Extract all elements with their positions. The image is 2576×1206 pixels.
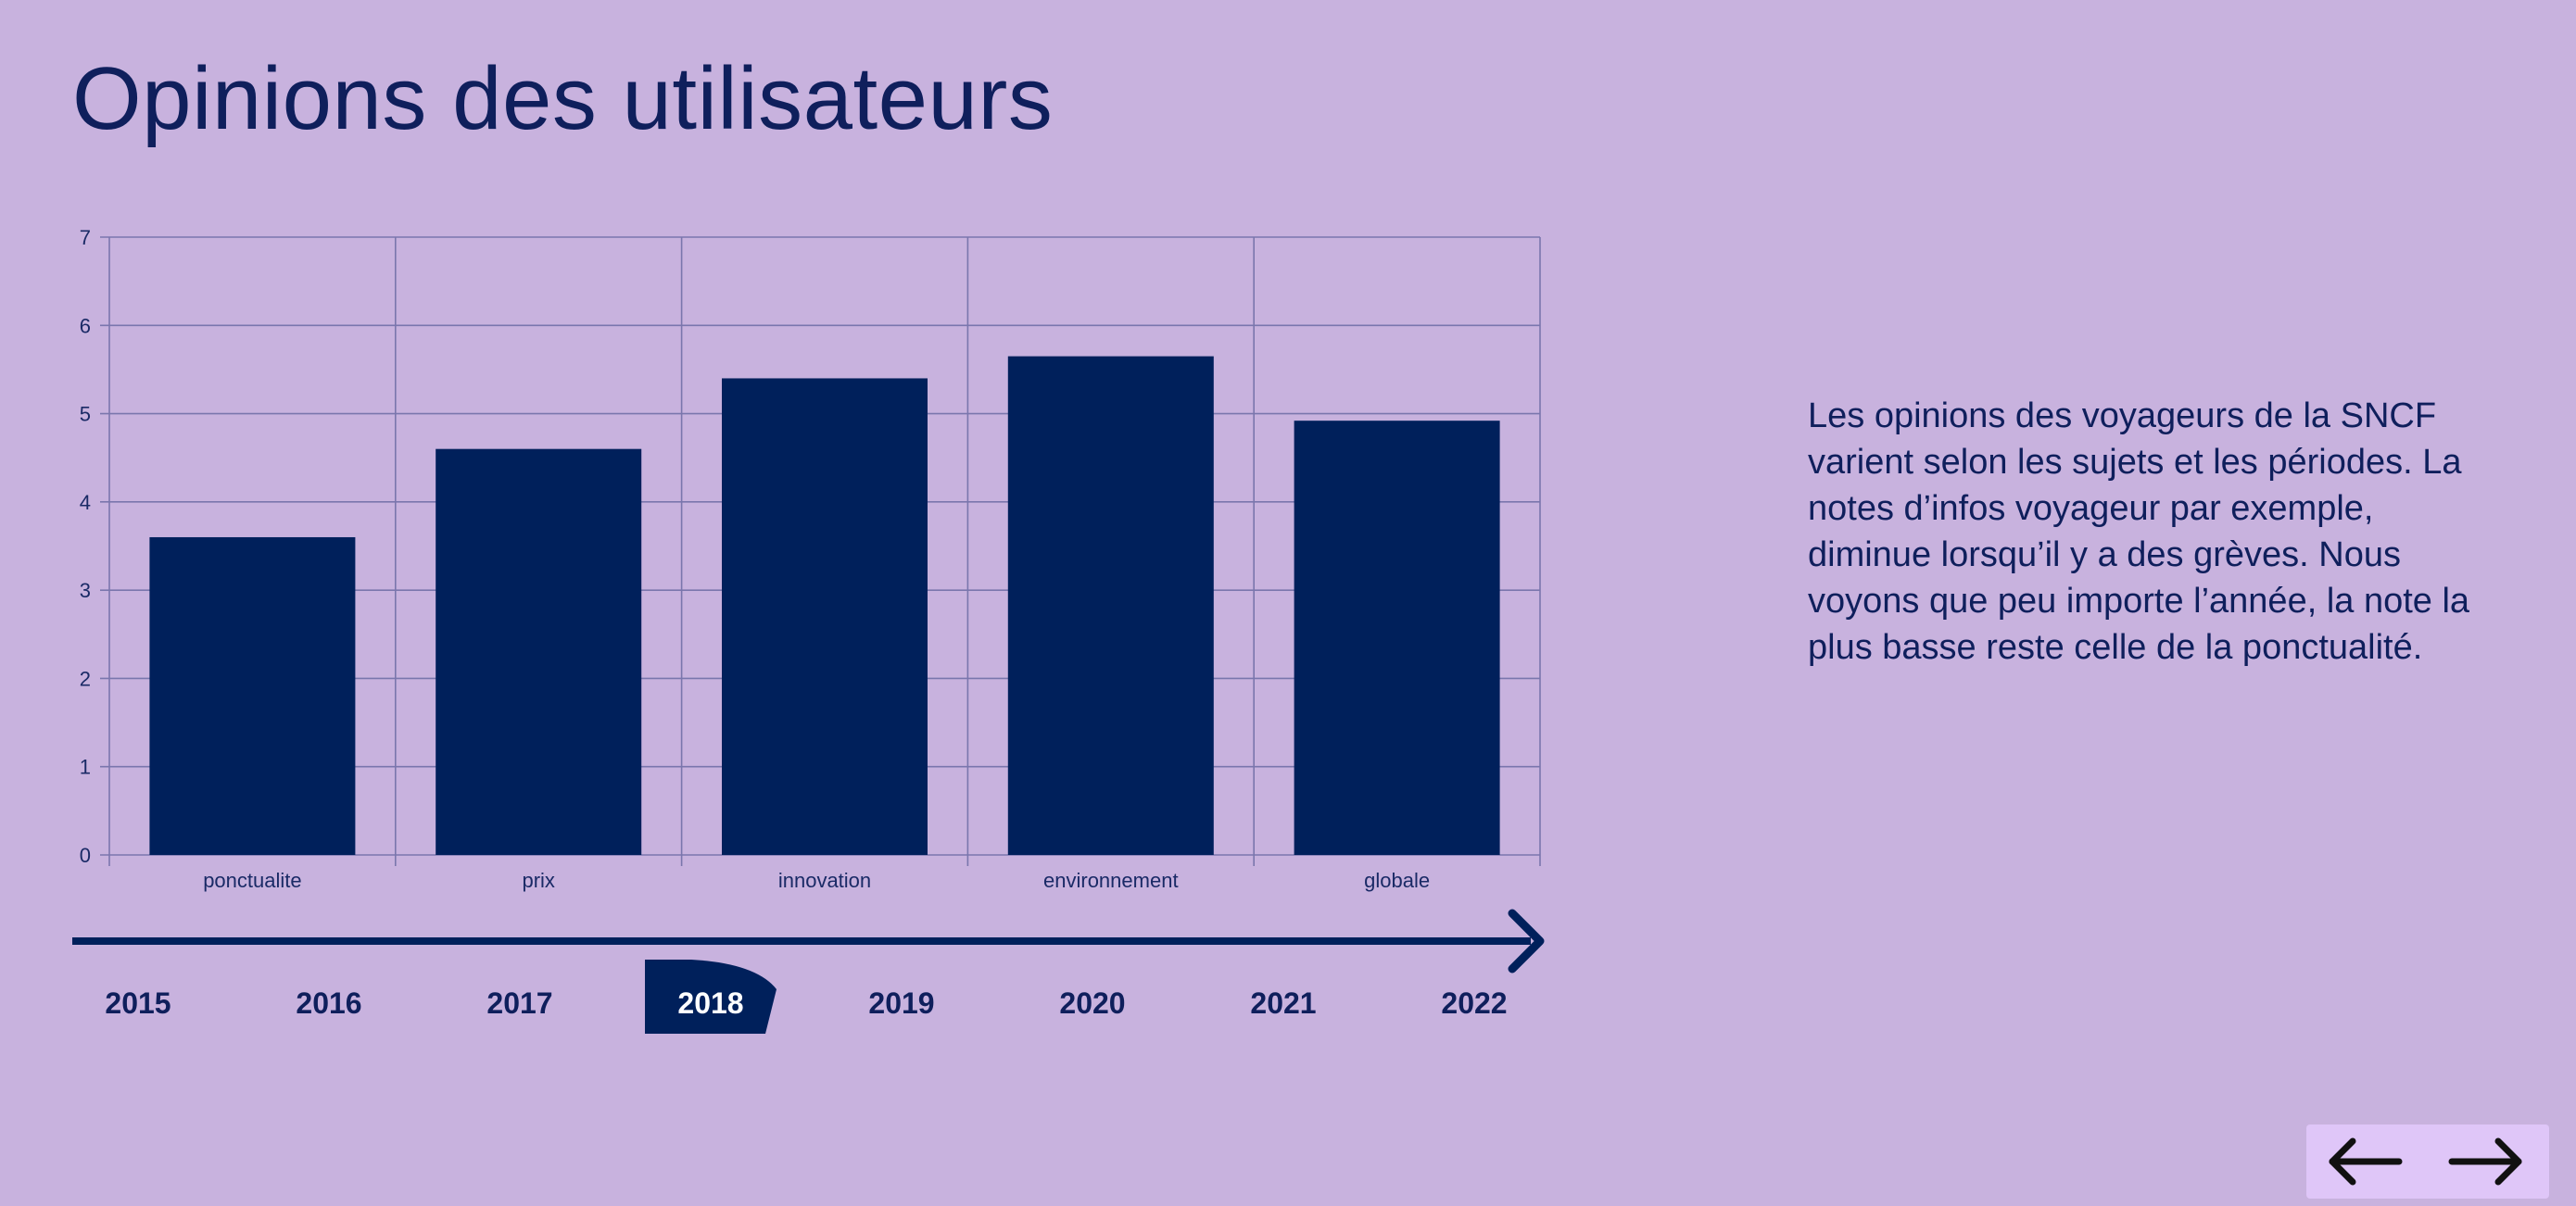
y-axis-ticks: 0 1 2 3 4 5 6 7 bbox=[80, 226, 91, 867]
y-tick-label: 0 bbox=[80, 844, 91, 867]
timeline-arrow bbox=[72, 909, 1545, 974]
x-tick-label: ponctualite bbox=[203, 869, 301, 892]
bar-ponctualite bbox=[149, 536, 356, 855]
bar-prix bbox=[436, 448, 642, 855]
y-tick-label: 2 bbox=[80, 667, 91, 690]
bar-innovation bbox=[722, 378, 928, 855]
year-2016[interactable]: 2016 bbox=[296, 986, 362, 1020]
y-tick-label: 5 bbox=[80, 403, 91, 426]
selected-year-highlight bbox=[645, 960, 777, 1034]
x-tick-label: environnement bbox=[1043, 869, 1179, 892]
year-2015[interactable]: 2015 bbox=[105, 986, 171, 1020]
navigation-controls bbox=[2306, 1124, 2549, 1199]
y-tick-label: 6 bbox=[80, 314, 91, 337]
next-button[interactable] bbox=[2428, 1124, 2549, 1199]
y-tick-label: 7 bbox=[80, 226, 91, 249]
previous-button[interactable] bbox=[2306, 1124, 2428, 1199]
year-2022[interactable]: 2022 bbox=[1441, 986, 1508, 1020]
chart-bars bbox=[149, 356, 1500, 855]
y-tick-label: 4 bbox=[80, 491, 91, 514]
bar-chart: 0 1 2 3 4 5 6 7 ponctualite prix innovation enviro… bbox=[80, 226, 1541, 892]
description-text: Les opinions des voyageurs de la SNCF va… bbox=[1808, 396, 2470, 667]
arrow-right-icon bbox=[2448, 1137, 2522, 1186]
x-tick-label: prix bbox=[522, 869, 554, 892]
x-axis-ticks: ponctualite prix innovation environnement gl… bbox=[203, 869, 1430, 892]
bar-globale bbox=[1294, 421, 1500, 855]
year-2018[interactable]: 2018 bbox=[677, 986, 744, 1020]
y-tick-label: 3 bbox=[80, 579, 91, 602]
x-tick-label: globale bbox=[1364, 869, 1430, 892]
bar-environnement bbox=[1007, 356, 1214, 855]
y-tick-label: 1 bbox=[80, 756, 91, 779]
page-title: Opinions des utilisateurs bbox=[72, 49, 1054, 148]
year-2020[interactable]: 2020 bbox=[1059, 986, 1126, 1020]
year-2021[interactable]: 2021 bbox=[1250, 986, 1317, 1020]
x-tick-label: innovation bbox=[778, 869, 871, 892]
timeline-arrowhead-icon bbox=[1508, 909, 1545, 974]
year-2019[interactable]: 2019 bbox=[868, 986, 935, 1020]
year-2017[interactable]: 2017 bbox=[486, 986, 553, 1020]
arrow-left-icon bbox=[2329, 1137, 2403, 1186]
